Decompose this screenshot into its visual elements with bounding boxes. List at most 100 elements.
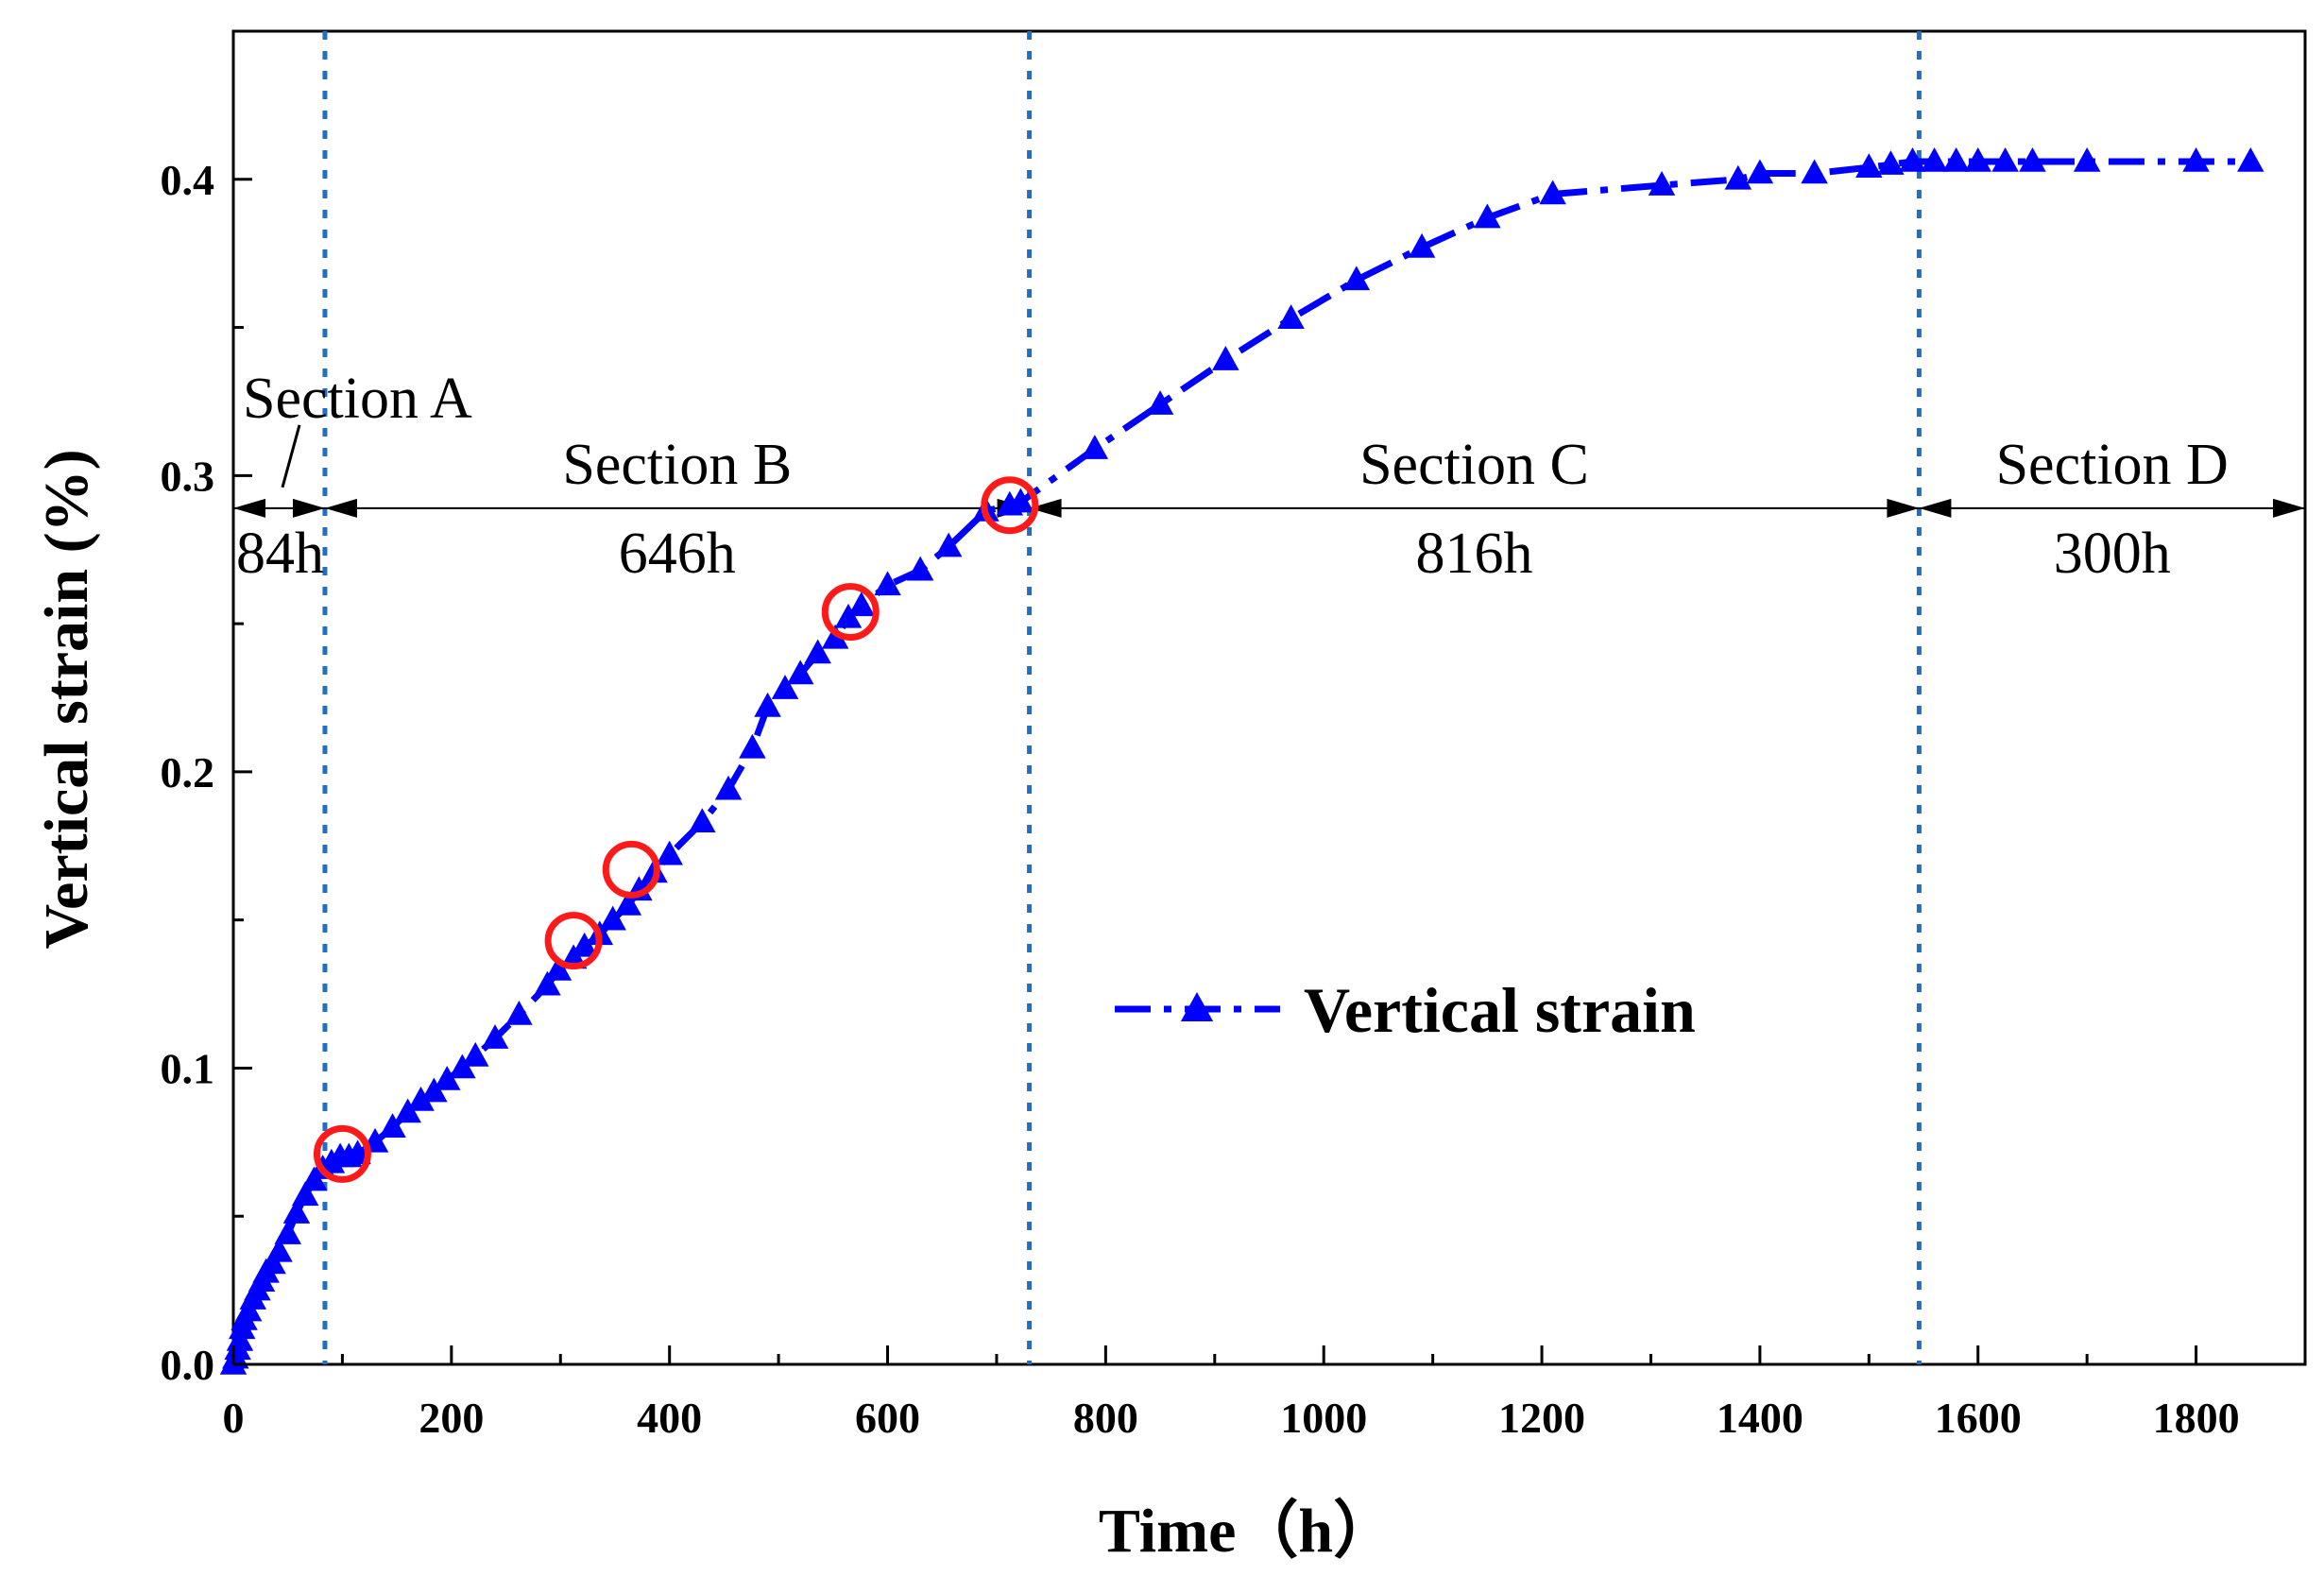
data-point bbox=[1081, 435, 1109, 459]
data-point bbox=[771, 675, 799, 699]
y-tick-label: 0.4 bbox=[161, 156, 215, 204]
data-point bbox=[1648, 171, 1676, 196]
section-name: Section A bbox=[243, 367, 472, 431]
section-arrow-right bbox=[1887, 498, 1920, 518]
plot-frame bbox=[231, 29, 2307, 1366]
highlight-circle bbox=[981, 476, 1039, 535]
x-axis: 0 200 400 600 800 1000 1200 1400 1600 1800 bbox=[223, 1345, 2240, 1442]
data-point bbox=[2182, 146, 2210, 172]
data-point bbox=[804, 639, 831, 664]
y-tick-label: 0.1 bbox=[161, 1044, 215, 1092]
y-axis-title: Vertical strain (%) bbox=[32, 449, 101, 949]
data-point bbox=[847, 591, 876, 617]
legend-marker bbox=[1180, 992, 1214, 1021]
data-point bbox=[1899, 146, 1926, 172]
data-point bbox=[282, 1199, 311, 1224]
x-tick-label: 400 bbox=[637, 1394, 702, 1442]
highlight-circle bbox=[602, 840, 660, 899]
section-name: Section D bbox=[1996, 433, 2229, 497]
x-tick-label: 1800 bbox=[2153, 1394, 2240, 1442]
y-tick-label: 0.0 bbox=[161, 1341, 215, 1389]
data-point bbox=[291, 1181, 319, 1207]
data-point bbox=[754, 692, 781, 717]
section-dividers bbox=[322, 31, 1922, 1364]
data-point bbox=[2019, 146, 2046, 172]
section-annotations: Section A 84h Section B 646h Section C 816h Se… bbox=[233, 367, 2305, 586]
data-point bbox=[1408, 232, 1436, 258]
x-tick-label: 1000 bbox=[1280, 1394, 1367, 1442]
highlight-circle bbox=[313, 1124, 371, 1183]
highlight-circle bbox=[544, 912, 603, 970]
data-point bbox=[1991, 146, 2019, 172]
section-duration: 646h bbox=[619, 522, 736, 586]
section-duration: 300h bbox=[2054, 522, 2171, 586]
data-point bbox=[934, 532, 963, 557]
data-point bbox=[433, 1065, 461, 1090]
data-point bbox=[1342, 266, 1371, 291]
data-point bbox=[906, 556, 934, 581]
data-point bbox=[874, 571, 901, 596]
data-point bbox=[379, 1113, 406, 1138]
data-point bbox=[1146, 390, 1174, 415]
data-point bbox=[1877, 150, 1905, 175]
data-point bbox=[274, 1220, 301, 1244]
y-tick-label: 0.2 bbox=[161, 748, 215, 796]
data-point bbox=[1855, 153, 1883, 179]
x-tick-label: 1600 bbox=[1935, 1394, 2022, 1442]
section-a-leader bbox=[281, 424, 301, 488]
data-point bbox=[1746, 159, 1774, 184]
section-duration: 816h bbox=[1415, 522, 1532, 586]
section-arrow-left bbox=[1919, 498, 1952, 518]
data-point bbox=[1212, 346, 1239, 370]
x-tick-label: 0 bbox=[223, 1394, 245, 1442]
section-name: Section C bbox=[1359, 433, 1589, 497]
section-arrow-right bbox=[2273, 498, 2305, 518]
data-point bbox=[689, 808, 716, 832]
data-point bbox=[786, 659, 814, 685]
data-point bbox=[1964, 146, 1991, 172]
data-point bbox=[1801, 159, 1828, 184]
x-tick-label: 600 bbox=[855, 1394, 920, 1442]
section-arrow-left bbox=[233, 498, 265, 518]
data-point bbox=[1942, 146, 1970, 172]
section-name: Section B bbox=[562, 433, 792, 497]
legend-label: Vertical strain bbox=[1304, 974, 1696, 1046]
data-point bbox=[2237, 146, 2264, 172]
data-point bbox=[461, 1041, 489, 1067]
data-point bbox=[505, 1001, 533, 1025]
data-point bbox=[1539, 180, 1566, 205]
section-arrow-left bbox=[324, 498, 357, 518]
data-point bbox=[481, 1024, 509, 1049]
data-point bbox=[1277, 304, 1305, 329]
data-point bbox=[714, 775, 743, 800]
data-point bbox=[1921, 146, 1948, 172]
data-point bbox=[2073, 146, 2101, 172]
data-point bbox=[265, 1237, 293, 1262]
section-duration: 84h bbox=[236, 522, 324, 586]
section-arrow-left bbox=[1029, 498, 1062, 518]
data-point bbox=[571, 932, 598, 957]
data-point bbox=[821, 624, 849, 649]
data-point bbox=[1007, 488, 1034, 513]
x-tick-label: 1200 bbox=[1498, 1394, 1585, 1442]
x-tick-label: 800 bbox=[1073, 1394, 1138, 1442]
series-line bbox=[230, 158, 2251, 1366]
series-layer bbox=[219, 146, 2264, 1375]
highlight-layer bbox=[313, 476, 1039, 1183]
data-point bbox=[544, 955, 572, 981]
data-point bbox=[599, 905, 626, 931]
data-point bbox=[1724, 164, 1752, 190]
data-point bbox=[534, 970, 561, 996]
data-point bbox=[407, 1086, 435, 1111]
section-arrow-right bbox=[292, 498, 325, 518]
x-axis-title: Time（h） bbox=[1099, 1496, 1395, 1566]
data-point bbox=[614, 890, 642, 916]
y-tick-label: 0.3 bbox=[161, 452, 215, 500]
x-tick-label: 1400 bbox=[1717, 1394, 1803, 1442]
data-point bbox=[739, 733, 766, 759]
x-tick-label: 200 bbox=[419, 1394, 484, 1442]
highlight-circle bbox=[821, 583, 880, 642]
data-point bbox=[656, 840, 683, 865]
y-axis: 0.0 0.1 0.2 0.3 0.4 bbox=[161, 29, 252, 1389]
